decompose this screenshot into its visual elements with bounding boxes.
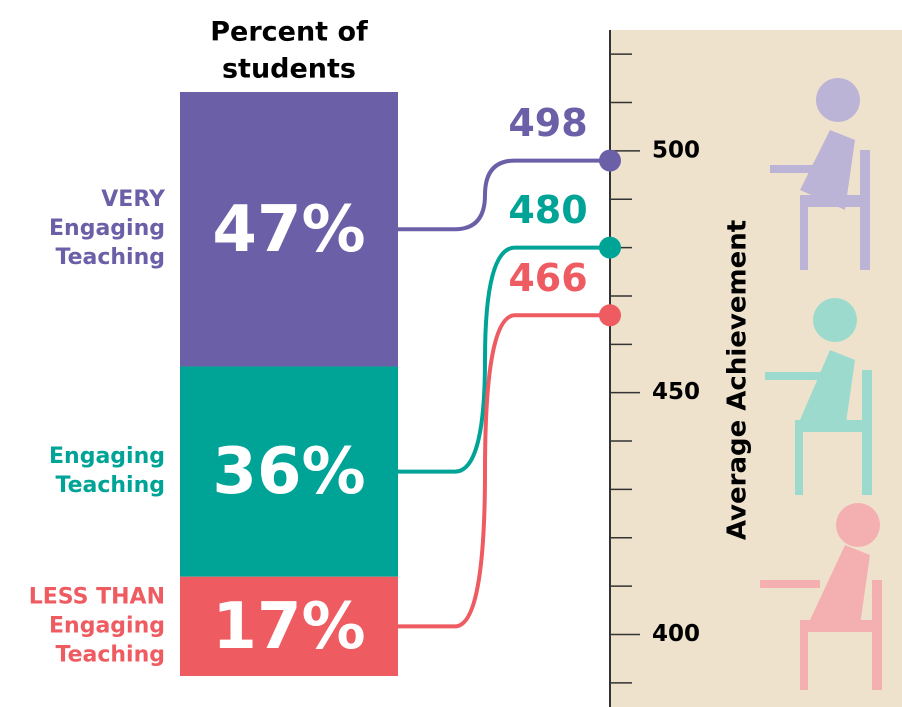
bar-segment bbox=[180, 92, 398, 367]
bar-segment bbox=[180, 576, 398, 676]
value-label: 47% bbox=[212, 193, 365, 267]
illustrations bbox=[760, 78, 882, 690]
category-label: Teaching bbox=[55, 245, 165, 270]
achievement-label: 480 bbox=[508, 188, 587, 232]
achievement-dot bbox=[599, 236, 621, 259]
achievement-dot bbox=[599, 149, 621, 172]
connector bbox=[398, 158, 610, 232]
value-label: 17% bbox=[212, 590, 365, 664]
connector bbox=[398, 245, 610, 474]
connectors bbox=[398, 158, 610, 629]
category-label: Teaching bbox=[55, 642, 165, 667]
y-tick-label: 450 bbox=[652, 379, 700, 405]
connector bbox=[398, 313, 610, 629]
chart-title: Percent of bbox=[210, 17, 368, 48]
y-tick-label: 400 bbox=[652, 621, 700, 647]
value-label: 36% bbox=[212, 435, 365, 509]
category-label: Engaging bbox=[49, 444, 165, 469]
achievement-label: 466 bbox=[508, 256, 587, 300]
category-label: Engaging bbox=[49, 613, 165, 638]
y-tick-label: 500 bbox=[652, 137, 700, 163]
category-label: LESS THAN bbox=[29, 584, 165, 609]
bar-segment bbox=[180, 366, 398, 577]
chart-title: students bbox=[222, 54, 356, 85]
category-label: Teaching bbox=[55, 473, 165, 498]
category-label: VERY bbox=[101, 187, 166, 212]
category-label: Engaging bbox=[49, 216, 165, 241]
achievement-dot bbox=[599, 304, 621, 327]
achievement-label: 498 bbox=[508, 101, 587, 145]
axis-label: Average Achievement bbox=[723, 220, 753, 540]
